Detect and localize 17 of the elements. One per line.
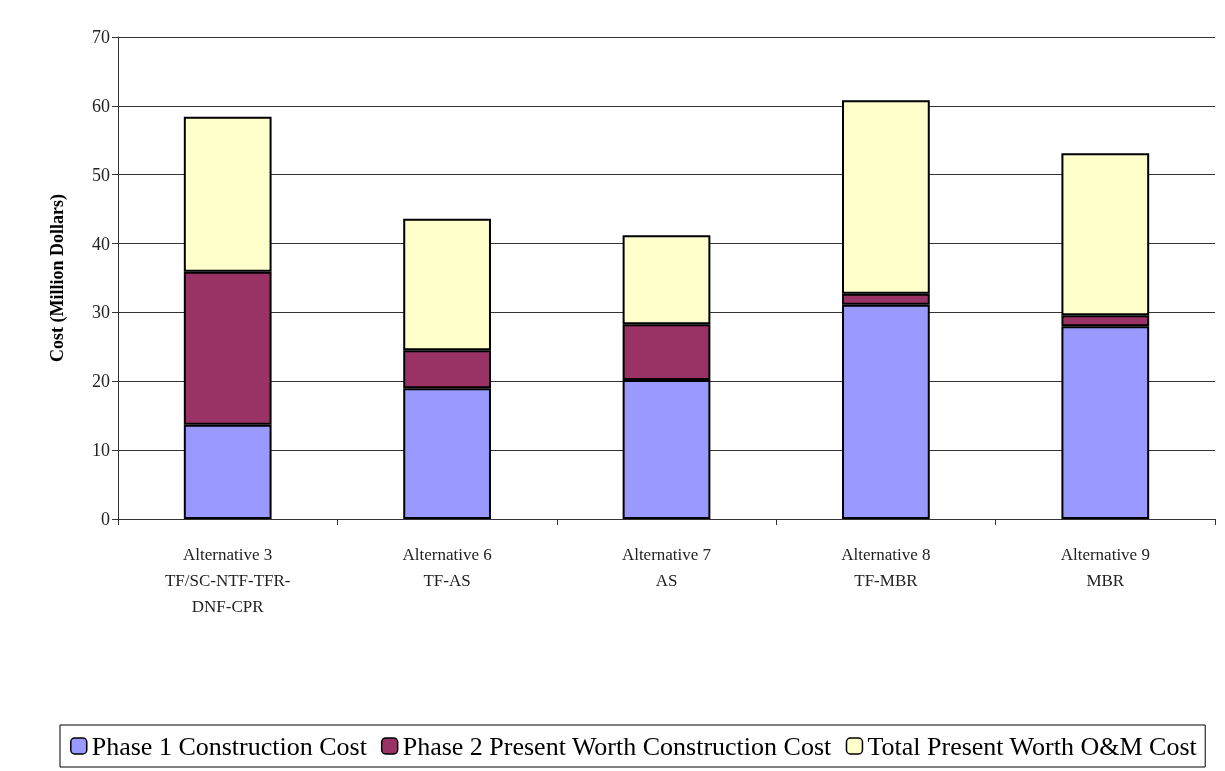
legend-label: Phase 2 Present Worth Construction Cost <box>402 731 833 761</box>
y-tick-label: 60 <box>92 95 110 116</box>
legend-label: Total Present Worth O&M Cost <box>867 731 1198 761</box>
y-axis-title: Cost (Million Dollars) <box>47 194 68 362</box>
x-tick-label: Alternative 3 TF/SC-NTF-TFR- DNF-CPR <box>164 544 291 616</box>
y-tick-label: 20 <box>92 371 110 392</box>
y-tick-label: 10 <box>92 440 110 461</box>
y-tick-label: 0 <box>101 509 110 529</box>
legend-label: Phase 1 Construction Cost <box>91 731 368 761</box>
y-tick-label: 70 <box>92 27 110 47</box>
y-tick-label: 30 <box>92 302 110 323</box>
y-tick-label: 40 <box>92 233 110 254</box>
x-tick-label: Alternative 8 TF-MBR <box>841 544 931 590</box>
x-tick-label: Alternative 7 AS <box>621 544 712 590</box>
x-tick-label: Alternative 6 TF-AS <box>402 544 492 590</box>
x-tick-label: Alternative 9 MBR <box>1060 544 1150 590</box>
y-tick-label: 50 <box>92 164 110 185</box>
